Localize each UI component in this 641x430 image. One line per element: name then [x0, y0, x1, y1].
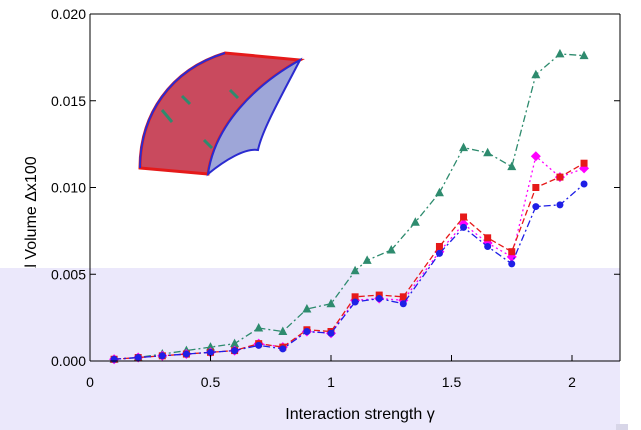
data-point [386, 244, 396, 254]
data-point [459, 142, 469, 152]
data-point [579, 50, 589, 60]
selection-overlay [0, 268, 620, 430]
overlay-corner [616, 424, 628, 430]
data-point [483, 147, 493, 157]
data-point [508, 248, 516, 256]
y-tick-label: 0.020 [51, 6, 86, 22]
data-point [460, 213, 468, 221]
data-point [530, 151, 541, 162]
data-point [434, 187, 444, 197]
data-point [532, 184, 540, 191]
data-point [435, 249, 443, 257]
data-point [580, 180, 588, 188]
data-point [556, 173, 564, 181]
y-tick-label: 0.010 [51, 180, 86, 196]
data-point [484, 234, 492, 242]
data-point [532, 203, 540, 211]
data-point [410, 217, 420, 226]
data-point [531, 69, 541, 79]
data-point [435, 242, 443, 250]
data-point [580, 159, 588, 167]
data-point [362, 255, 372, 264]
data-point [484, 242, 492, 250]
inset-slab-diagram [138, 51, 305, 177]
data-point [555, 48, 565, 58]
y-tick-label: 0.015 [51, 93, 86, 109]
data-point [556, 201, 564, 209]
data-point [460, 223, 468, 231]
data-point [508, 260, 516, 268]
data-point [507, 161, 517, 171]
